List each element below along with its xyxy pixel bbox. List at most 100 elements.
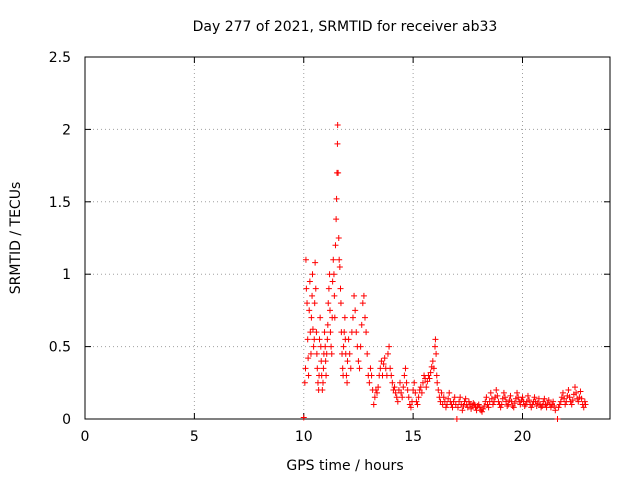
data-point	[360, 292, 367, 299]
data-point	[468, 405, 475, 412]
data-point	[302, 365, 309, 372]
data-point	[415, 394, 422, 401]
data-point	[322, 343, 329, 350]
data-point	[301, 379, 308, 386]
data-point	[502, 394, 508, 401]
data-point	[438, 389, 445, 396]
data-point	[336, 256, 343, 263]
data-point	[344, 358, 351, 365]
data-point	[341, 329, 348, 336]
data-point	[389, 379, 396, 386]
data-point	[504, 402, 511, 409]
data-point	[309, 326, 316, 333]
data-point	[332, 242, 339, 249]
data-point	[377, 365, 384, 372]
data-point	[324, 321, 331, 328]
x-tick-label: 0	[81, 429, 90, 445]
data-point	[333, 195, 340, 202]
data-point	[460, 402, 467, 409]
data-point	[442, 404, 449, 411]
data-point	[330, 271, 337, 278]
data-point	[306, 278, 313, 285]
data-point	[507, 392, 514, 399]
data-point	[357, 343, 364, 350]
data-point	[475, 401, 482, 408]
y-tick-label: 2.5	[49, 50, 71, 66]
data-point	[449, 404, 456, 411]
data-point	[555, 404, 562, 411]
data-point	[304, 300, 311, 307]
data-point	[306, 307, 313, 314]
data-point	[551, 402, 558, 409]
data-point	[305, 372, 312, 379]
data-point	[321, 329, 328, 336]
data-point	[391, 384, 398, 391]
x-axis-label: GPS time / hours	[286, 458, 403, 474]
data-point	[319, 387, 326, 394]
data-point	[325, 285, 332, 292]
y-tick-label: 1	[62, 267, 71, 283]
data-point	[556, 401, 563, 408]
data-point	[440, 394, 447, 401]
data-point	[328, 343, 335, 350]
data-point	[403, 379, 410, 386]
data-point	[340, 343, 347, 350]
data-point	[317, 314, 324, 321]
data-point	[302, 256, 309, 263]
data-point	[352, 307, 359, 314]
data-point	[314, 365, 321, 372]
y-tick-label: 1.5	[49, 195, 71, 211]
data-point	[565, 387, 572, 394]
data-point	[334, 122, 341, 129]
data-point	[451, 394, 458, 401]
data-point	[562, 401, 569, 408]
data-point	[517, 401, 524, 408]
data-point	[481, 402, 488, 409]
data-point	[322, 358, 329, 365]
data-point	[514, 389, 521, 396]
data-point	[346, 350, 353, 357]
y-tick-label: 0	[62, 412, 71, 428]
data-point	[339, 365, 346, 372]
chart-title: Day 277 of 2021, SRMTID for receiver ab3…	[193, 19, 498, 35]
data-point	[392, 389, 399, 396]
data-point	[557, 398, 564, 405]
data-point	[337, 300, 344, 307]
data-point	[526, 397, 533, 404]
data-point	[427, 369, 434, 376]
data-point	[384, 350, 391, 357]
data-point	[323, 372, 330, 379]
data-point	[454, 404, 461, 411]
data-point	[453, 416, 460, 422]
data-point	[435, 387, 442, 394]
data-point	[433, 372, 440, 379]
data-point	[433, 350, 440, 357]
data-point	[508, 398, 515, 405]
data-point	[524, 392, 531, 399]
data-point	[398, 389, 405, 396]
data-point	[355, 358, 362, 365]
data-point	[324, 336, 331, 343]
data-point	[582, 401, 589, 408]
data-point	[566, 394, 573, 401]
data-point	[400, 384, 407, 391]
data-point	[489, 401, 496, 408]
data-point	[399, 394, 406, 401]
data-point	[457, 394, 464, 401]
data-point	[569, 397, 576, 404]
data-point	[541, 395, 548, 402]
y-tick-labels: 0 0.5 1 1.5 2 2.5	[49, 50, 71, 428]
data-point	[487, 389, 494, 396]
data-point	[493, 387, 500, 394]
data-point	[465, 398, 472, 405]
data-point	[519, 394, 526, 401]
data-point	[407, 404, 414, 411]
data-point	[434, 379, 441, 386]
data-point	[337, 285, 344, 292]
y-tick-label: 2	[62, 122, 71, 138]
data-point	[375, 384, 382, 391]
data-point	[309, 271, 316, 278]
x-tick-label: 20	[514, 429, 532, 445]
data-point	[412, 389, 419, 396]
data-point	[343, 372, 350, 379]
